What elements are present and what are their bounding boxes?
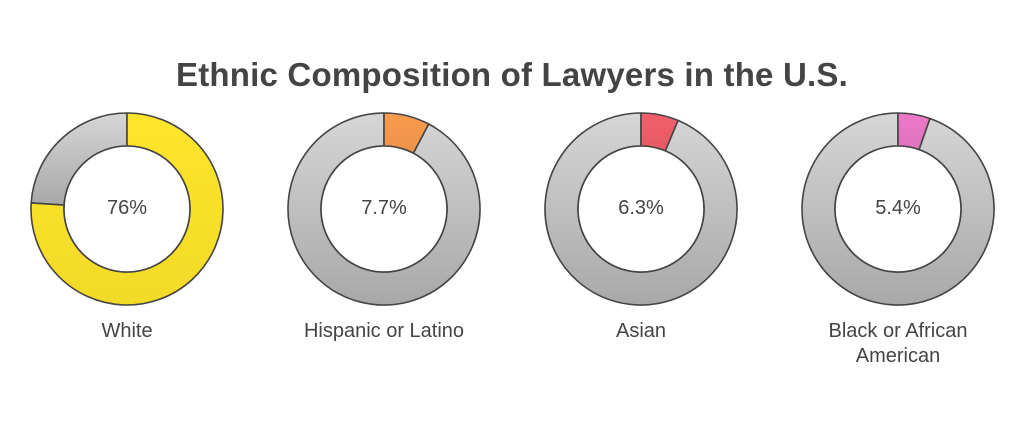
donut-hole — [320, 145, 448, 273]
donut-value-label: 76% — [106, 197, 148, 219]
donut-value-label: 5.4% — [875, 197, 921, 219]
donut-value-label: 6.3% — [618, 197, 664, 219]
donut-value-label: 7.7% — [361, 197, 407, 219]
chart-title: Ethnic Composition of Lawyers in the U.S… — [176, 56, 848, 93]
donut-category-label: White — [101, 320, 153, 342]
donut-charts: 76% White 7.7% Hispanic or Latino 6.3% Asian 5… — [0, 108, 1024, 408]
donut-category-label: Black or African American — [828, 320, 968, 367]
donut-hole — [63, 145, 191, 273]
donut-svg — [30, 112, 995, 306]
donut-category-label: Hispanic or Latino — [303, 320, 465, 342]
donut-hole — [577, 145, 705, 273]
donut-hole — [834, 145, 962, 273]
donut-category-label: Asian — [615, 320, 667, 342]
